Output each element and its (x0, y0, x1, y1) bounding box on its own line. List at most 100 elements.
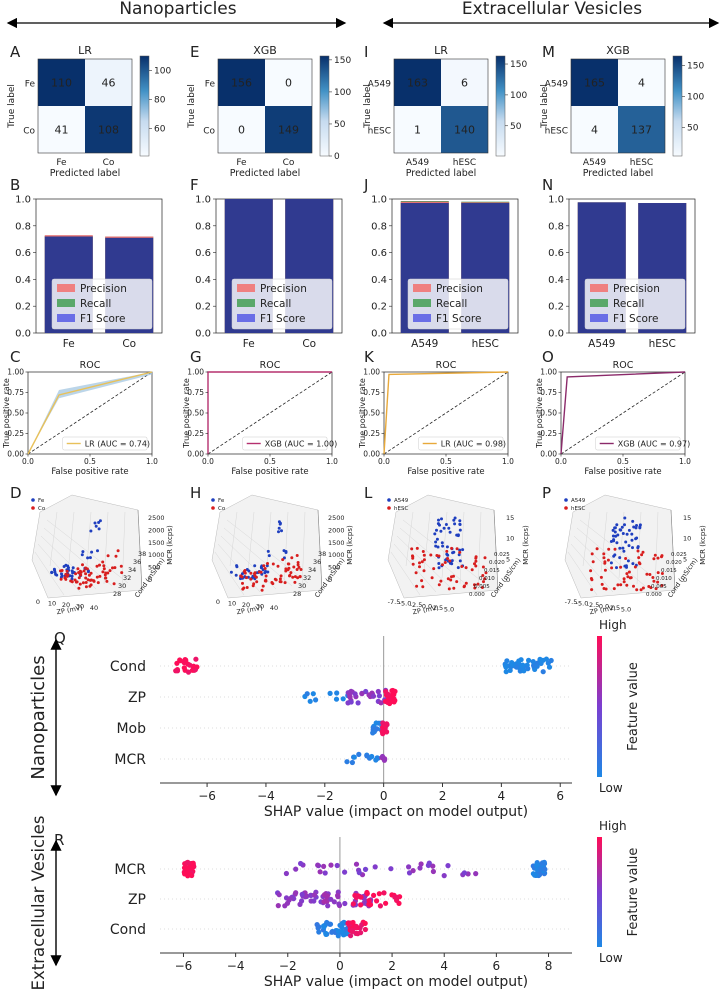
3d-point (296, 563, 300, 567)
3d-ztick-label: 1000 (148, 551, 165, 559)
3d-point (84, 576, 88, 580)
3d-point (443, 561, 447, 564)
3d-ztick-label: 5 (683, 555, 687, 563)
cm-value: 110 (51, 77, 72, 90)
shap-point (173, 668, 179, 674)
3d-point (452, 518, 456, 522)
shap-xtick-label: −4 (227, 959, 245, 973)
3d-xtick-label: 0.0 (422, 603, 432, 611)
3d-point (96, 581, 100, 585)
3d-xtick-label: 0.0 (599, 603, 609, 611)
bar-xtick-label: A549 (411, 338, 438, 350)
3d-point (626, 575, 630, 579)
shap-point (384, 698, 390, 705)
shap-point (430, 868, 436, 875)
3d-point (440, 541, 444, 545)
cm-xlabel: Predicted label (583, 168, 654, 179)
cm-value: 137 (631, 124, 652, 137)
3d-legend-marker (31, 506, 35, 510)
bar-ytick-label: 0.4 (195, 275, 211, 286)
3d-point (102, 564, 106, 568)
3d-point (274, 578, 278, 582)
shap-point (181, 659, 187, 666)
3d-point (464, 581, 468, 585)
shap-point (418, 861, 424, 867)
header-extracellular-vesicles: Extracellular Vesicles (462, 0, 642, 19)
shap-point (331, 899, 337, 905)
shap-point (340, 932, 347, 938)
cm-ylabel-tick: Fe (205, 80, 216, 90)
shap-point (185, 669, 192, 675)
3d-gridline (229, 511, 238, 567)
3d-xtick-label: 2.5 (433, 604, 443, 612)
3d-xtick-label: -2.5 (410, 601, 423, 609)
3d-point (474, 564, 478, 568)
3d-point (241, 581, 244, 585)
3d-point (97, 527, 101, 531)
bar-ytick-label: 1.0 (371, 195, 387, 206)
panel-letter-B: B (10, 176, 20, 194)
shap-colorbar-label: Feature value (626, 662, 641, 751)
3d-point (637, 556, 641, 560)
3d-xtick-label: -5.0 (576, 600, 589, 608)
bar-ytick-label: 0.8 (371, 221, 387, 232)
cm-frame (217, 58, 313, 154)
bar-ytick-label: 1.0 (15, 195, 31, 206)
3d-point (411, 562, 415, 566)
legend-swatch (57, 284, 75, 292)
3d-point (660, 554, 664, 558)
cm-ylabel-tick: A549 (368, 80, 392, 90)
3d-point (288, 573, 292, 577)
cm-value: 108 (98, 124, 119, 137)
3d-point (455, 580, 459, 584)
3d-point (277, 530, 280, 534)
shap-point (185, 859, 191, 865)
3d-point (261, 584, 265, 588)
3d-point (637, 561, 641, 565)
3d-point (481, 574, 485, 577)
cm-colorbar-label: 60 (154, 124, 166, 134)
3d-gridline (121, 511, 126, 591)
shap-feature-label: MCR (114, 752, 146, 768)
3d-point (633, 565, 637, 569)
3d-point (631, 562, 635, 566)
bar-ytick-label: 1.0 (548, 195, 564, 206)
shap-point (406, 864, 412, 870)
shap-point (351, 754, 357, 760)
3d-point (279, 580, 283, 584)
3d-point (439, 529, 443, 533)
shap-point (282, 903, 288, 909)
3d-ytick-label: 0.000 (646, 592, 662, 598)
roc-ytick-label: 0.50 (540, 409, 557, 418)
shap-point (355, 931, 361, 937)
bar-ytick-label: 0.6 (15, 248, 31, 259)
roc-ylabel: True positive rate (182, 378, 191, 449)
cm-xlabel-tick: Co (103, 158, 115, 168)
cm-value: 1 (414, 124, 421, 137)
3d-xtick-label: -2.5 (587, 601, 600, 609)
3d-gridline (654, 511, 659, 591)
cm-cell (394, 59, 441, 106)
3d-point (278, 577, 282, 581)
roc-ytick-label: 0.00 (540, 450, 557, 459)
roc-legend-box (418, 436, 504, 451)
3d-point (418, 561, 421, 565)
3d-gridline (103, 511, 109, 585)
shap-point (323, 930, 329, 937)
3d-point (267, 554, 271, 558)
legend-label: Precision (613, 283, 660, 295)
3d-point (88, 556, 92, 560)
3d-point (621, 546, 625, 550)
3d-point (263, 567, 267, 570)
roc-ytick-label: 0.50 (187, 409, 204, 418)
3d-point (437, 566, 441, 570)
legend-label: Recall (260, 298, 291, 310)
roc-xtick-label: 0.5 (84, 457, 96, 466)
3d-point (290, 556, 294, 560)
shap-point (292, 891, 298, 897)
shap-xtick-label: 4 (498, 789, 506, 803)
shap-point (314, 922, 320, 928)
roc-ytick-label: 0.75 (363, 388, 380, 397)
shap-point (190, 860, 196, 866)
